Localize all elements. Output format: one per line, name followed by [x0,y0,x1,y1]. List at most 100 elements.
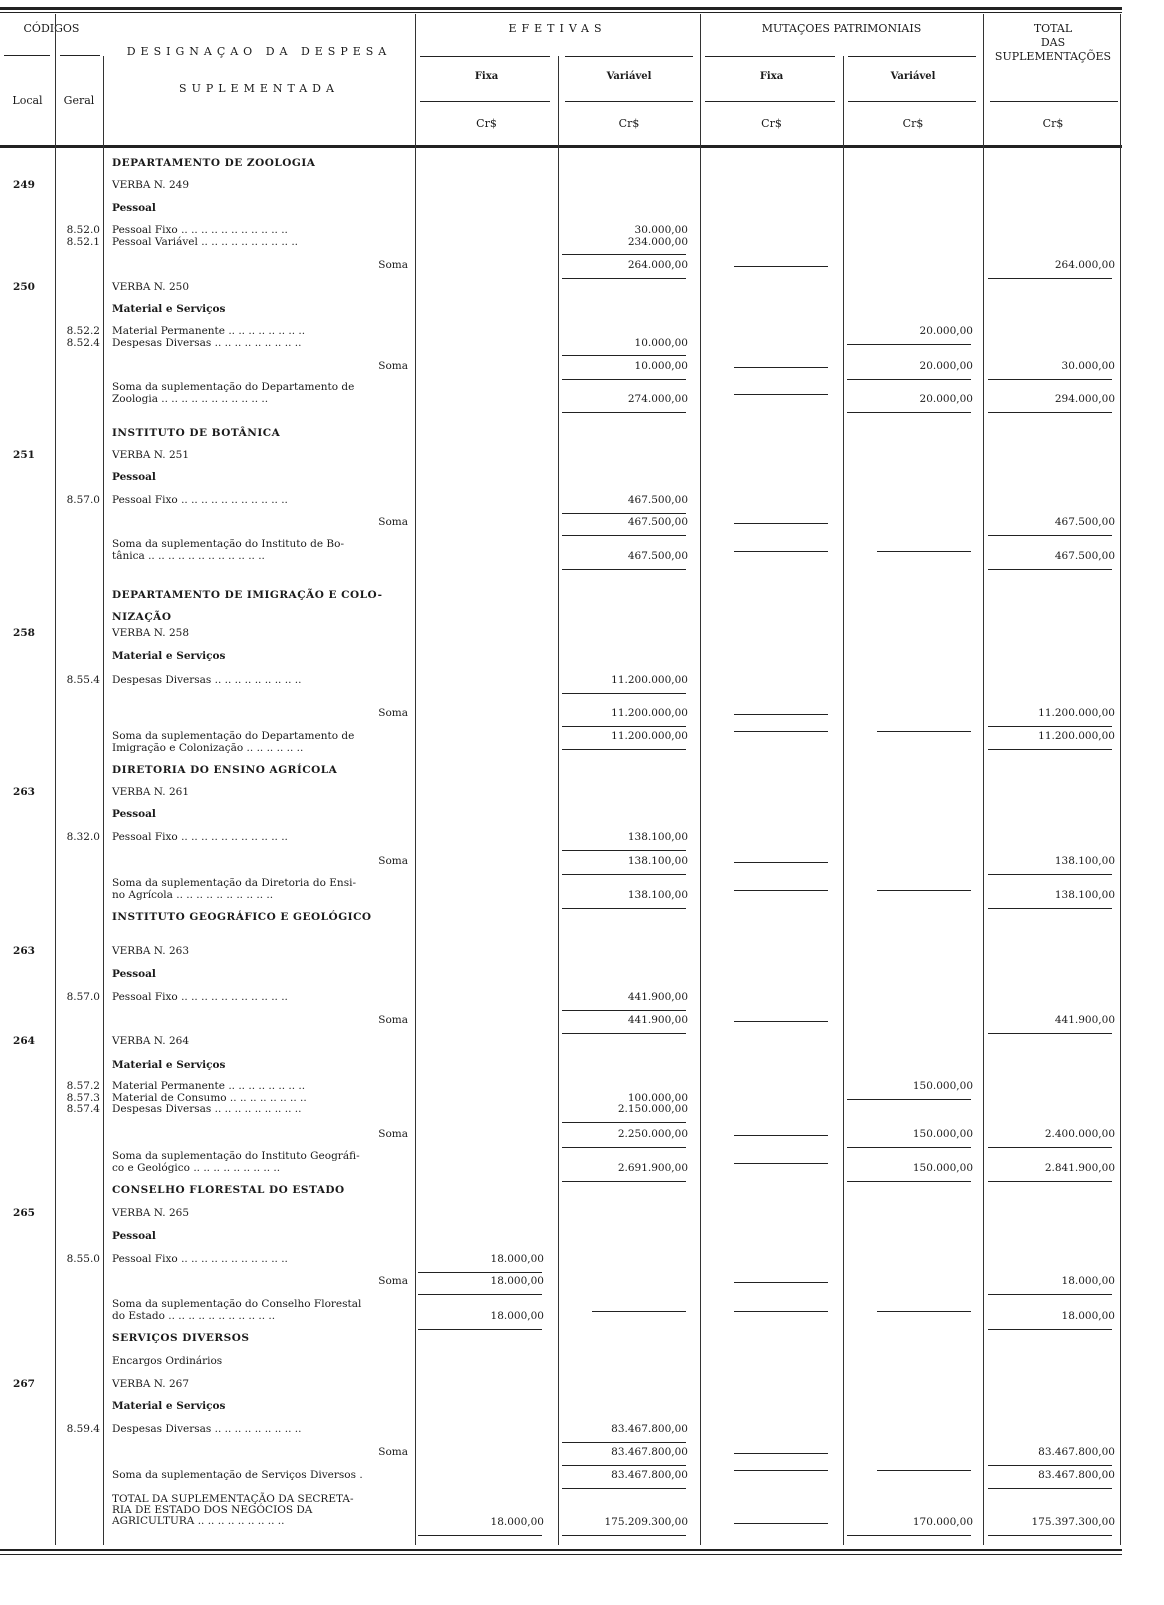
value-mut-var: 170.000,00 [912,1516,973,1528]
codigos-rule [60,55,100,56]
sum-rule [988,725,1112,727]
designation: Soma da suplementação do Departamento de… [112,730,355,754]
sum-rule [562,748,686,750]
code-local: 250 [13,281,35,293]
sum-rule [562,512,686,514]
sum-rule [562,1180,686,1182]
sum-rule [562,1464,686,1466]
designation: Pessoal [112,1230,156,1242]
designation: VERBA N. 264 [112,1035,190,1047]
sum-rule [562,1441,686,1443]
designation: Encargos Ordinários [112,1355,223,1367]
sum-rule [988,378,1112,380]
blank-rule [877,551,971,552]
code-geral: 8.57.0 [66,494,100,506]
designation: Soma da suplementação do Instituto de Bo… [112,538,345,562]
sum-rule [988,1146,1112,1148]
blank-rule [734,890,828,891]
value-ef-var: 138.100,00 [627,831,688,843]
value-ef-var: 2.250.000,00 [617,1128,688,1140]
value-mut-var: 20.000,00 [919,393,973,405]
designation: Soma [378,516,408,528]
codigos-rule [4,55,50,56]
designation: VERBA N. 258 [112,627,190,639]
designation: Soma [378,259,408,271]
column-rule [415,14,416,1545]
value-ef-var: 138.100,00 [627,889,688,901]
designation: VERBA N. 265 [112,1207,190,1219]
designation: TOTAL DA SUPLEMENTAÇÃO DA SECRETA- RIA D… [112,1493,354,1527]
header-geral: Geral [63,94,95,107]
value-ef-var: 441.900,00 [627,1014,688,1026]
blank-rule [734,1453,828,1454]
sum-rule [988,1487,1112,1489]
column-rule [700,14,701,1545]
sum-rule [562,254,686,255]
value-total: 2.400.000,00 [1044,1128,1115,1140]
sum-rule [562,1487,686,1489]
code-local: 264 [13,1035,35,1047]
sum-rule [988,907,1112,909]
value-total: 138.100,00 [1054,889,1115,901]
blank-rule [592,1311,686,1312]
code-geral: 8.57.2 8.57.3 8.57.4 [66,1080,100,1115]
value-mut-var: 150.000,00 [912,1128,973,1140]
designation: DIRETORIA DO ENSINO AGRÍCOLA [112,764,338,776]
code-geral: 8.55.4 [66,674,100,686]
designation: Pessoal Fixo .. .. .. .. .. .. .. .. .. … [112,991,288,1003]
sum-rule [418,1328,542,1330]
sum-rule [562,725,686,727]
sum-rule [988,1293,1112,1295]
header-local: Local [12,94,43,107]
sum-rule [988,1180,1112,1182]
sum-rule [562,1032,686,1034]
designation: Material e Serviços [112,303,226,315]
code-local: 249 [13,179,35,191]
designation: Soma [378,360,408,372]
header-suplementada: SUPLEMENTADA [179,82,339,95]
value-ef-var: 467.500,00 [627,516,688,528]
sum-rule [988,748,1112,750]
value-ef-var: 2.691.900,00 [617,1162,688,1174]
designation: VERBA N. 250 [112,281,190,293]
sum-rule [562,1121,686,1123]
currency-label: Cr$ [761,117,782,130]
code-local: 267 [13,1378,35,1390]
blank-rule [734,367,828,368]
designation: Material Permanente .. .. .. .. .. .. ..… [112,325,306,349]
blank-rule [734,1523,828,1524]
sum-rule [562,1534,686,1536]
sum-rule [847,411,971,413]
designation: Material Permanente .. .. .. .. .. .. ..… [112,1080,307,1115]
value-ef-var: 441.900,00 [627,991,688,1003]
blank-rule [734,731,828,732]
value-ef-var: 11.200.000,00 [611,707,688,719]
designation: DEPARTAMENTO DE ZOOLOGIA [112,157,316,169]
blank-rule [877,890,971,891]
designation: Material e Serviços [112,1400,226,1412]
value-ef-fixa: 18.000,00 [490,1516,544,1528]
code-geral: 8.32.0 [66,831,100,843]
code-geral: 8.52.2 8.52.4 [66,325,100,349]
blank-rule [734,1163,828,1164]
blank-rule [734,1282,828,1283]
designation: Pessoal Fixo .. .. .. .. .. .. .. .. .. … [112,1253,288,1265]
header-designacao: DESIGNAÇAO DA DESPESA [126,45,392,58]
value-total: 83.467.800,00 [1038,1469,1115,1481]
column-rule [983,14,984,1545]
sum-rule [562,568,686,570]
header-efetivas-fixa: Fixa [474,71,499,82]
value-total: 18.000,00 [1061,1275,1115,1287]
bottom-rule [0,1549,1122,1551]
code-local: 265 [13,1207,35,1219]
currency-label: Cr$ [1042,117,1064,130]
value-ef-var: 467.500,00 [627,550,688,562]
designation: INSTITUTO GEOGRÁFICO E GEOLÓGICO [112,911,372,923]
value-total: 467.500,00 [1054,516,1115,528]
value-ef-var: 10.000,00 [634,360,688,372]
header-mutacoes-fixa: Fixa [759,71,784,82]
value-ef-var: 83.467.800,00 [611,1423,688,1435]
value-total: 441.900,00 [1054,1014,1115,1026]
column-rule [55,14,56,1545]
value-mut-var: 150.000,00 [912,1080,973,1092]
